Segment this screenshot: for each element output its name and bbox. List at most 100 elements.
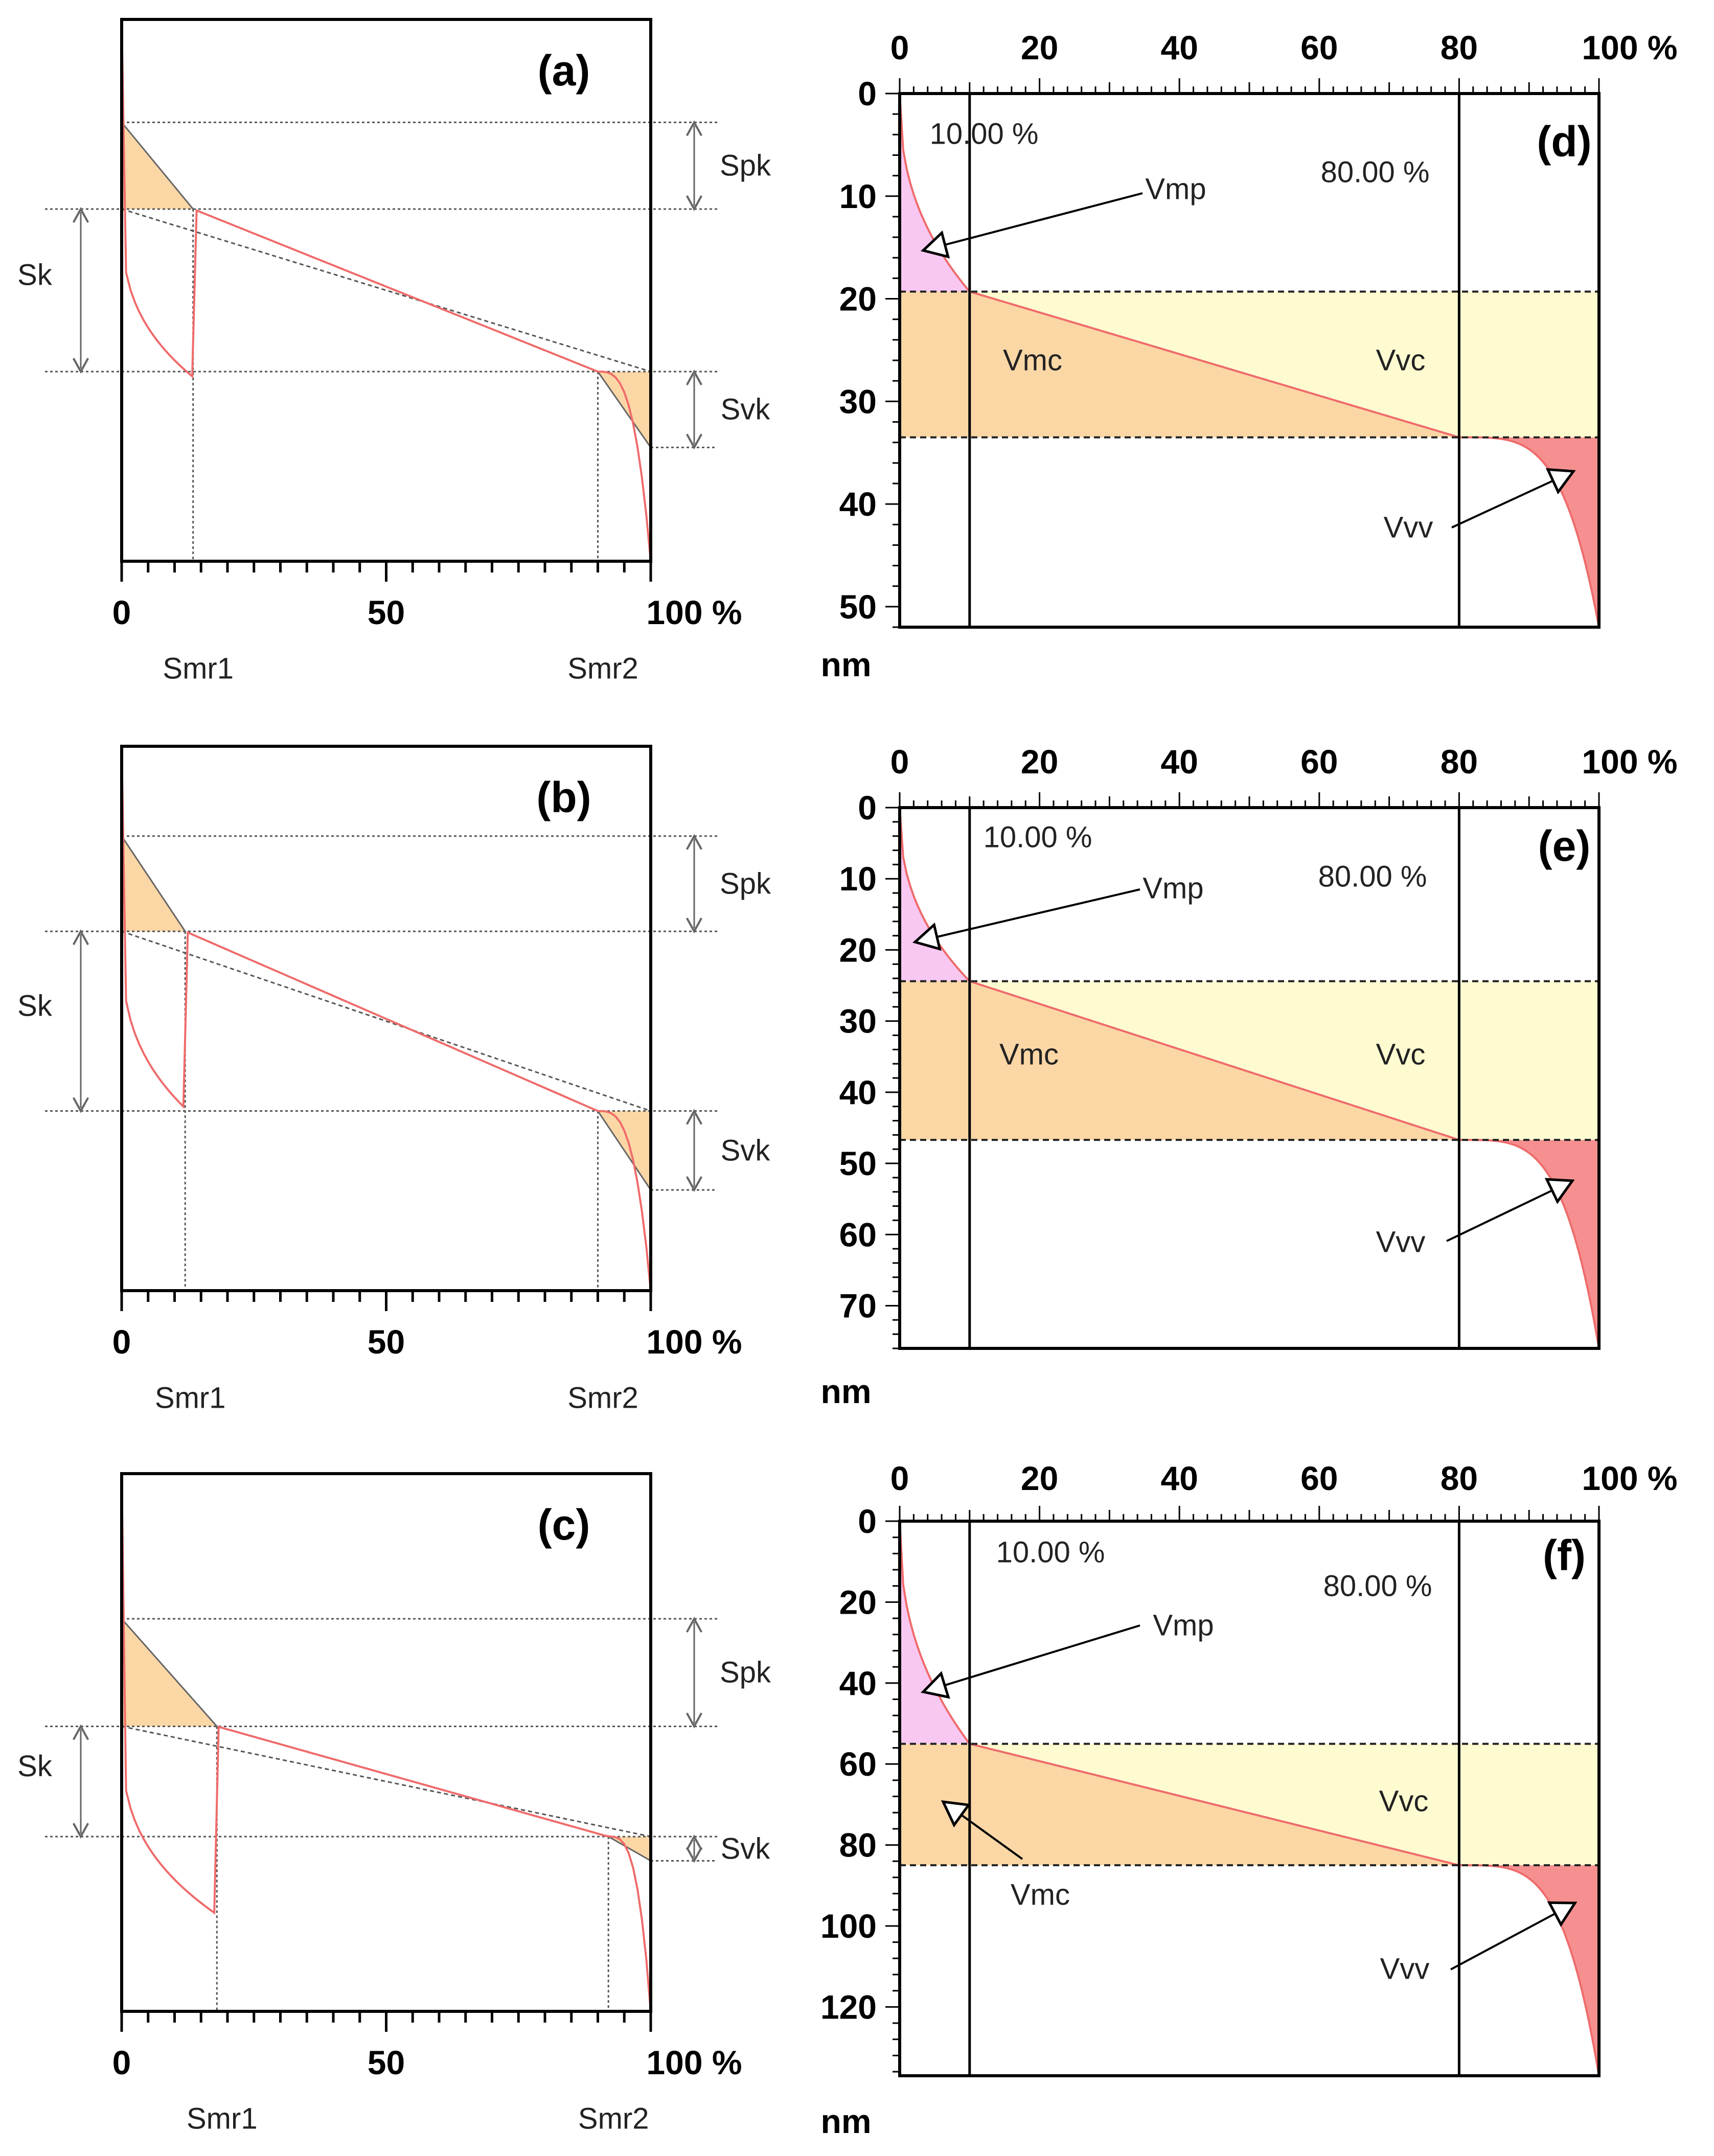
smr1-label: Smr1 [187,2102,258,2136]
y-tick-label: 0 [858,1502,877,1540]
x-tick-label: 80 [1441,29,1478,66]
spk-arrowhead [685,834,703,850]
svk-arrowhead [685,433,703,450]
svk-arrowhead [685,369,703,385]
mr2-value-label: 80.00 % [1323,1570,1432,1603]
y-tick-label: 50 [839,588,877,626]
material-ratio-curve [121,20,652,562]
sk-arrowhead [72,1823,89,1839]
x-tick-label: 20 [1021,29,1058,66]
vmp-region [900,808,970,981]
x-tick-label: 100 % [1582,743,1677,781]
x-tick-label: 100 % [646,1323,742,1361]
panel-b: 0 50 100 % Smr1 Smr2 (b) Spk Svk Sk [17,745,771,1415]
spk-arrowhead [685,1712,703,1729]
vmp-region [900,94,970,292]
plot-frame [120,18,652,563]
equivalent-straight-line [121,208,651,373]
mr2-value-label: 80.00 % [1321,156,1430,189]
svk-arrowhead [685,1109,703,1125]
vmp-arrow [915,888,1140,943]
vmp-arrowhead [920,230,950,259]
vmp-arrow [923,1624,1140,1693]
vmp-label: Vmp [1145,173,1206,206]
x-tick-label: 0 [890,1459,909,1497]
vvv-region [1459,1140,1599,1348]
x-tick-label: 80 [1441,1459,1478,1497]
y-tick-label: 80 [839,1826,877,1864]
svk-arrowhead [685,1176,703,1192]
panel-d: 0 20 40 60 80 100 % 0 10 20 30 40 50 nm 10.00 % 80.00 … [821,29,1678,683]
vmc-region [900,981,1459,1140]
panel-label: (f) [1543,1531,1586,1579]
vmp-label: Vmp [1153,1609,1214,1642]
x-tick-label: 20 [1021,1459,1058,1497]
y-tick-label: 40 [839,1664,877,1702]
y-tick-label: 30 [839,382,877,420]
vvv-arrowhead [1544,1178,1575,1204]
sk-label: Sk [17,259,53,292]
y-unit-label: nm [821,2102,872,2140]
x-tick-label: 50 [368,593,405,631]
y-tick-label: 0 [858,789,877,827]
x-tick-label: 40 [1160,29,1198,66]
x-tick-label: 0 [112,2044,131,2081]
spk-arrowhead [685,195,703,212]
sk-label: Sk [17,989,53,1022]
y-tick-label: 10 [839,177,877,215]
mr2-value-label: 80.00 % [1318,860,1427,893]
x-tick-label: 80 [1441,743,1478,781]
y-unit-label: nm [821,646,872,683]
panel-label: (a) [538,47,590,95]
y-tick-label: 20 [839,280,877,318]
vmc-label: Vmc [1011,1878,1070,1912]
y-tick-label: 40 [839,485,877,523]
svk-triangle-edge [597,371,652,448]
y-tick-label: 100 [820,1907,877,1945]
spk-label: Spk [720,1656,771,1689]
svk-triangle-edge [608,1836,651,1862]
equivalent-straight-line [121,930,651,1112]
svk-arrowhead [685,1847,703,1863]
x-tick-label: 0 [890,29,909,66]
sk-arrowhead [72,1097,89,1113]
mr1-value-label: 10.00 % [996,1536,1105,1569]
x-tick-label: 60 [1300,743,1338,781]
x-tick-label: 20 [1021,743,1058,781]
x-tick-label: 100 % [1582,1459,1677,1497]
x-tick-label: 40 [1160,1459,1198,1497]
spk-triangle-edge [121,835,186,932]
svk-label: Svk [721,1134,771,1167]
sk-arrowhead [72,929,89,946]
x-tick-label: 50 [368,2044,405,2081]
mr1-value-label: 10.00 % [984,821,1092,854]
vvv-arrowhead [1545,468,1576,495]
spk-arrowhead [685,918,703,934]
vvc-label: Vvc [1376,344,1426,377]
panel-label: (d) [1537,118,1591,166]
x-tick-label: 0 [890,743,909,781]
y-tick-label: 0 [858,75,877,112]
panel-c: 0 50 100 % Smr1 Smr2 (c) Spk Svk Sk [17,1472,771,2136]
smr1-label: Smr1 [155,1382,226,1415]
mr1-value-label: 10.00 % [930,118,1039,151]
vmp-label: Vmp [1142,872,1203,905]
y-tick-label: 60 [839,1745,877,1783]
vmc-label: Vmc [999,1038,1059,1071]
x-tick-label: 0 [112,1323,131,1361]
sk-label: Sk [17,1750,53,1783]
vvc-label: Vvc [1379,1785,1429,1818]
vmp-arrowhead [921,1671,950,1699]
equivalent-straight-line [121,1725,651,1838]
y-unit-label: nm [821,1372,872,1410]
panel-label: (b) [536,773,591,821]
spk-arrowhead [685,1616,703,1633]
vvc-label: Vvc [1376,1038,1426,1071]
y-tick-label: 120 [820,1988,877,2026]
x-tick-label: 100 % [646,2044,742,2081]
y-tick-label: 30 [839,1002,877,1040]
y-tick-label: 10 [839,860,877,898]
y-tick-label: 70 [839,1287,877,1324]
smr2-label: Smr2 [578,2102,649,2136]
spk-triangle-edge [121,122,194,210]
